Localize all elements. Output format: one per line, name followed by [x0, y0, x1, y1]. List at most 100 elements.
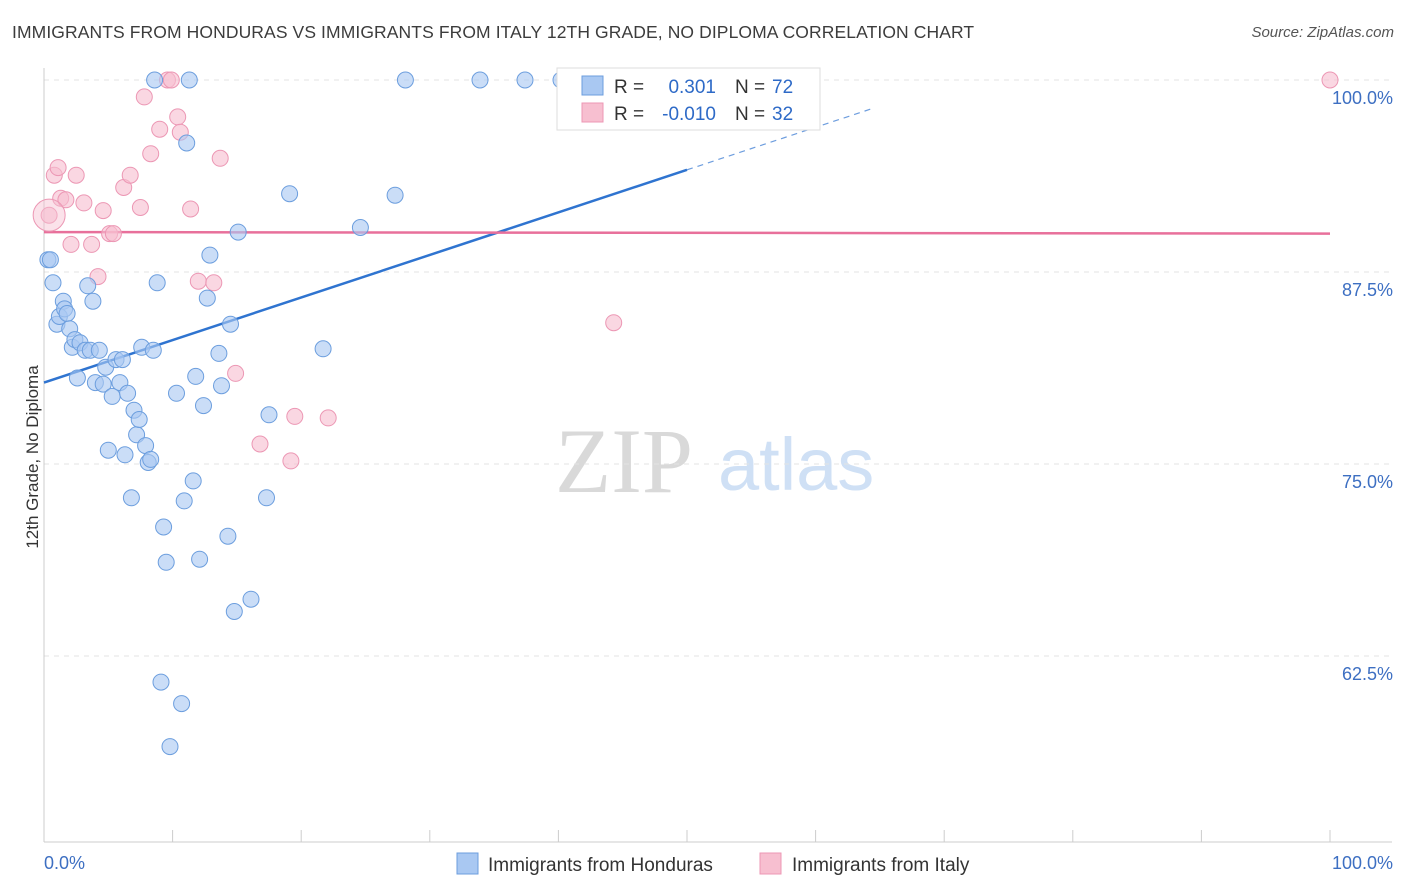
point-italy [605, 314, 623, 332]
point-italy [169, 108, 187, 126]
point-italy [142, 145, 160, 163]
point-honduras [142, 450, 160, 468]
legend-swatch-honduras-bottom [456, 852, 479, 875]
point-honduras [173, 695, 191, 713]
legend-n-label-italy: N = [735, 104, 765, 125]
legend-r-label-honduras: R = [614, 77, 644, 98]
legend-n-label-honduras: N = [735, 77, 765, 98]
point-honduras [213, 377, 230, 395]
point-italy [104, 225, 122, 243]
data-points [32, 71, 1339, 756]
point-italy [131, 199, 149, 216]
watermark: ZIP atlas [555, 410, 874, 512]
legend-swatch-honduras [581, 75, 604, 96]
point-italy [121, 166, 139, 184]
point-italy [49, 159, 67, 177]
point-honduras [178, 134, 196, 152]
point-honduras [146, 71, 164, 89]
point-honduras [144, 341, 162, 359]
point-honduras [68, 369, 86, 387]
point-honduras [113, 351, 131, 369]
point-honduras [84, 292, 102, 310]
x-tick-label: 100.0% [1332, 853, 1393, 873]
trend-line-italy [43, 230, 1331, 235]
point-honduras [130, 411, 148, 428]
point-italy [189, 272, 207, 290]
point-italy [205, 274, 223, 292]
point-honduras [191, 550, 209, 568]
legend-label-honduras: Immigrants from Honduras [488, 855, 713, 876]
x-tick-label: 0.0% [44, 853, 85, 873]
legend-swatch-italy [581, 102, 604, 123]
point-honduras [201, 246, 219, 264]
point-italy [282, 452, 300, 470]
point-honduras [260, 406, 278, 424]
point-honduras [229, 223, 247, 241]
legend-swatch-italy-bottom [759, 852, 782, 875]
point-italy [62, 235, 80, 253]
point-honduras [44, 274, 62, 292]
point-italy [151, 120, 169, 138]
point-honduras [351, 219, 369, 236]
y-tick-labels: 62.5% 75.0% 87.5% 100.0% [1332, 88, 1393, 684]
axes [43, 68, 1392, 843]
point-italy [251, 435, 269, 453]
point-honduras [58, 305, 76, 322]
y-tick-label: 87.5% [1342, 280, 1393, 300]
source-label: Source: ZipAtlas.com [1251, 24, 1394, 41]
point-honduras [210, 344, 228, 362]
point-honduras [314, 340, 332, 358]
series-legend: Immigrants from Honduras Immigrants from… [456, 852, 970, 876]
point-italy [67, 166, 85, 184]
point-honduras [184, 472, 202, 490]
legend-r-label-italy: R = [614, 104, 644, 125]
point-italy [211, 149, 229, 167]
point-honduras [195, 397, 212, 415]
point-honduras [187, 367, 205, 385]
point-honduras [396, 71, 414, 89]
chart-title: IMMIGRANTS FROM HONDURAS VS IMMIGRANTS F… [12, 22, 975, 42]
legend-r-value-italy: -0.010 [662, 104, 716, 125]
point-italy [162, 71, 180, 89]
point-honduras [157, 553, 175, 571]
point-honduras [180, 71, 198, 89]
trend-lines [43, 107, 1331, 384]
point-honduras [155, 518, 173, 536]
point-italy [319, 409, 337, 427]
point-italy [286, 407, 304, 425]
point-italy-large [32, 198, 66, 232]
watermark-zip: ZIP [555, 410, 693, 512]
point-honduras [119, 384, 137, 402]
point-honduras [471, 71, 489, 89]
point-italy [83, 235, 101, 253]
point-honduras [242, 590, 260, 608]
point-honduras [175, 492, 193, 510]
point-honduras [168, 384, 185, 402]
correlation-legend: R = 0.301 N = 72 R = -0.010 N = 32 [556, 67, 821, 131]
y-tick-label: 62.5% [1342, 664, 1393, 684]
legend-n-value-honduras: 72 [772, 77, 793, 98]
legend-label-italy: Immigrants from Italy [792, 855, 970, 876]
point-honduras [116, 446, 134, 464]
point-honduras [79, 277, 97, 295]
point-honduras [90, 341, 108, 359]
y-axis-title: 12th Grade, No Diploma [23, 365, 42, 549]
y-tick-label: 100.0% [1332, 88, 1393, 108]
point-honduras [161, 738, 179, 756]
point-honduras [41, 251, 59, 269]
point-honduras [198, 289, 216, 307]
point-italy [182, 200, 200, 218]
gridlines [44, 79, 1392, 657]
point-italy [75, 194, 93, 212]
point-honduras [516, 71, 534, 89]
point-honduras [94, 375, 112, 393]
point-honduras [219, 527, 237, 545]
legend-r-value-honduras: 0.301 [668, 77, 716, 98]
legend-n-value-italy: 32 [772, 104, 793, 125]
point-italy [135, 88, 153, 106]
point-honduras [225, 603, 243, 620]
point-italy [94, 202, 112, 220]
point-italy [40, 206, 58, 224]
point-honduras [281, 185, 299, 203]
